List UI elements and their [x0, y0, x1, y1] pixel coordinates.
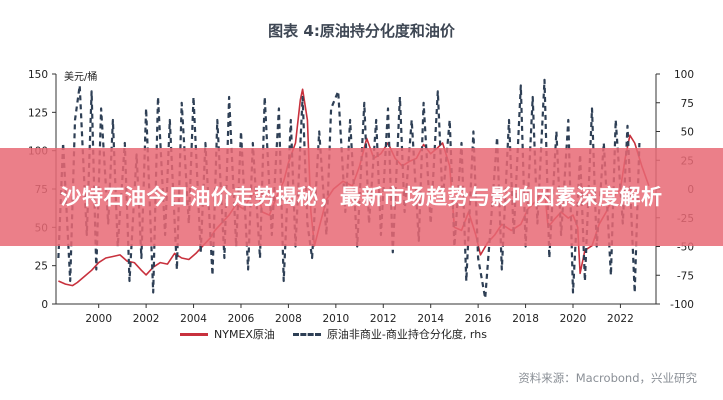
left-tick-label: 25 — [35, 261, 48, 273]
right-tick-label: 100 — [674, 69, 694, 81]
x-tick-label: 2002 — [133, 313, 160, 325]
x-tick-label: 2022 — [607, 313, 634, 325]
x-tick-label: 2012 — [370, 313, 397, 325]
left-tick-label: 0 — [41, 299, 48, 311]
x-tick-label: 2020 — [560, 313, 587, 325]
headline-text: 沙特石油今日油价走势揭秘，最新市场趋势与影响因素深度解析 — [60, 185, 663, 209]
x-tick-label: 2010 — [322, 313, 349, 325]
headline-banner: 沙特石油今日油价走势揭秘，最新市场趋势与影响因素深度解析 — [0, 148, 723, 246]
x-tick-label: 2008 — [275, 313, 302, 325]
right-tick-label: -75 — [677, 270, 694, 282]
legend-swatch-nymex — [180, 332, 208, 336]
left-axis-unit: 美元/桶 — [64, 72, 98, 83]
x-tick-label: 2014 — [417, 313, 444, 325]
x-tick-label: 2004 — [180, 313, 207, 325]
right-tick-label: -100 — [670, 299, 694, 311]
legend-label-position: 原油非商业-商业持仓分化度, rhs — [326, 328, 487, 341]
legend-label-nymex: NYMEX原油 — [214, 328, 275, 341]
x-tick-label: 2016 — [465, 313, 492, 325]
right-tick-label: 50 — [681, 127, 694, 139]
legend-swatch-position — [292, 332, 321, 336]
x-tick-label: 2006 — [228, 313, 255, 325]
left-tick-label: 125 — [28, 107, 48, 119]
x-tick-label: 2000 — [85, 313, 112, 325]
source-note: 资料来源：Macrobond，兴业研究 — [518, 371, 697, 385]
legend: NYMEX原油 原油非商业-商业持仓分化度, rhs — [180, 326, 487, 342]
chart-title: 图表 4:原油持分化度和油价 — [268, 22, 455, 40]
right-tick-label: 75 — [681, 98, 694, 110]
left-tick-label: 150 — [28, 69, 48, 81]
x-tick-label: 2018 — [512, 313, 539, 325]
